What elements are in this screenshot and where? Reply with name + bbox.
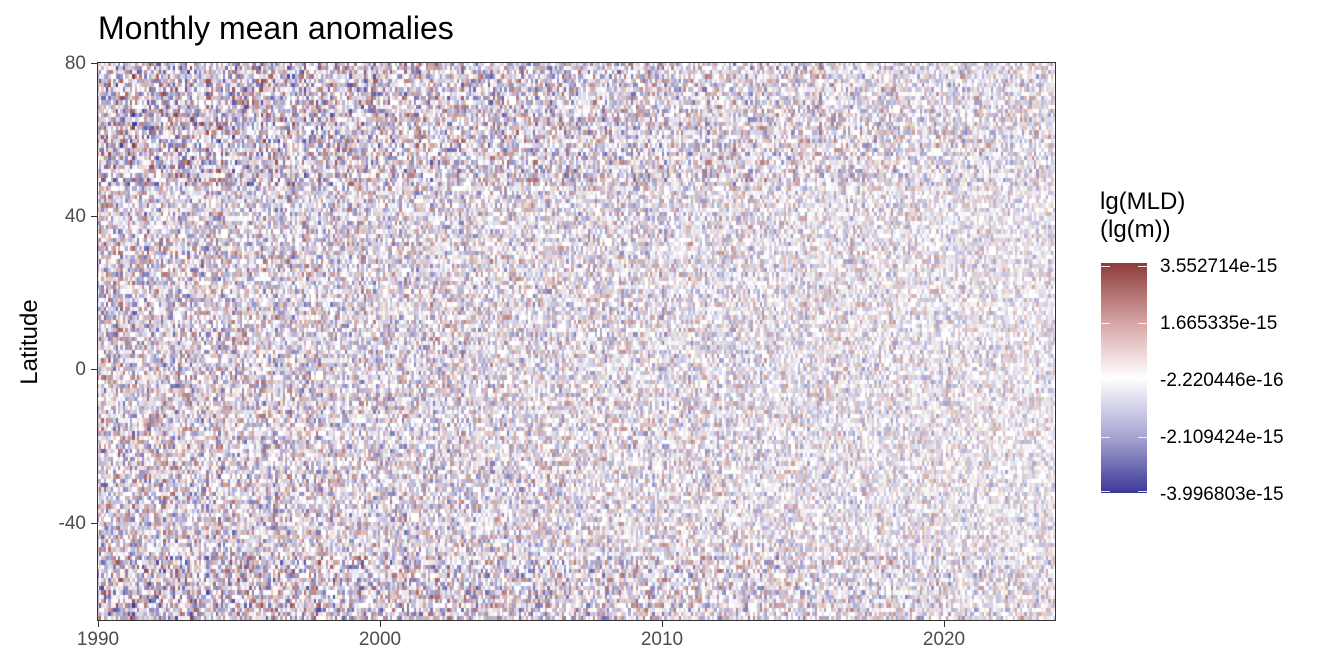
colorbar-tick <box>1138 437 1147 438</box>
y-tick-label-80: 80 <box>64 53 86 74</box>
legend-label-upper: 1.665335e-15 <box>1160 313 1278 334</box>
y-tick-label-neg40: -40 <box>58 513 86 534</box>
y-tick-mark <box>91 63 97 64</box>
colorbar-tick <box>1101 491 1110 492</box>
x-tick-mark <box>662 621 663 627</box>
legend-label-mid: -2.220446e-16 <box>1160 370 1284 391</box>
colorbar-tick <box>1101 437 1110 438</box>
y-tick-label-0: 0 <box>75 359 86 380</box>
colorbar-tick <box>1101 266 1110 267</box>
x-tick-label-2020: 2020 <box>922 629 966 650</box>
legend-title-line1: lg(MLD) <box>1100 188 1186 215</box>
plot-panel <box>97 62 1056 621</box>
colorbar-tick <box>1138 266 1147 267</box>
y-axis-label: Latitude <box>16 299 43 385</box>
legend-label-min: -3.996803e-15 <box>1160 484 1284 505</box>
colorbar-tick <box>1138 380 1147 381</box>
legend-colorbar <box>1101 263 1147 493</box>
x-tick-mark <box>98 621 99 627</box>
legend-label-lower: -2.109424e-15 <box>1160 427 1284 448</box>
chart-title: Monthly mean anomalies <box>98 10 454 46</box>
y-tick-mark <box>91 369 97 370</box>
x-tick-label-2010: 2010 <box>640 629 684 650</box>
x-tick-mark <box>944 621 945 627</box>
heatmap-cells <box>97 62 1056 621</box>
legend-label-max: 3.552714e-15 <box>1160 256 1278 277</box>
colorbar-tick <box>1101 323 1110 324</box>
legend-title: lg(MLD) (lg(m)) <box>1100 188 1185 244</box>
y-tick-label-40: 40 <box>64 206 86 227</box>
x-tick-label-2000: 2000 <box>358 629 402 650</box>
x-tick-mark <box>380 621 381 627</box>
x-tick-label-1990: 1990 <box>76 629 120 650</box>
colorbar-tick <box>1101 380 1110 381</box>
y-tick-mark <box>91 523 97 524</box>
legend-title-line2: (lg(m)) <box>1100 216 1171 243</box>
colorbar-tick <box>1138 323 1147 324</box>
y-tick-mark <box>91 216 97 217</box>
colorbar-tick <box>1138 491 1147 492</box>
